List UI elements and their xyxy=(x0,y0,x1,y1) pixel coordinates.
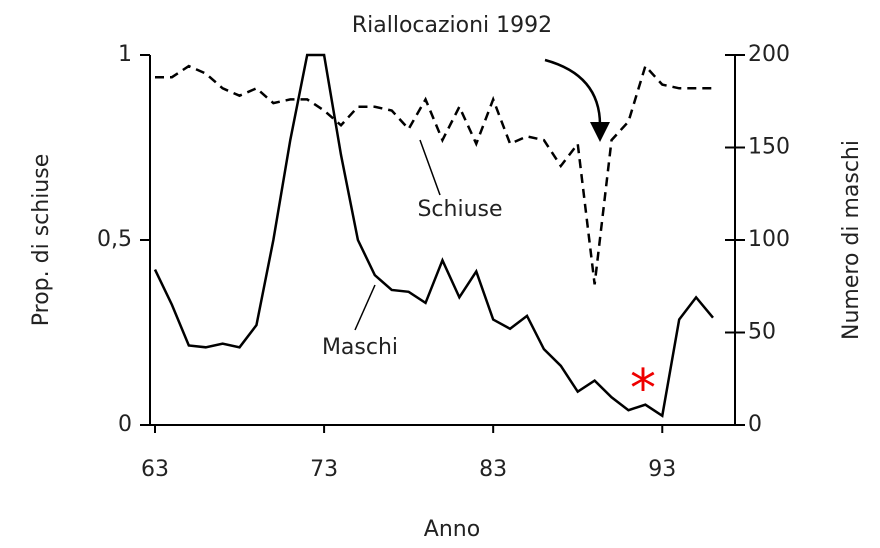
y-axis-label: Prop. di schiuse xyxy=(29,154,54,326)
leader xyxy=(419,139,441,196)
y2-tick-label: 200 xyxy=(748,42,790,67)
series-line xyxy=(155,63,713,285)
annotation: Riallocazioni 1992 xyxy=(352,13,552,38)
series-line xyxy=(153,53,714,418)
arrow-head xyxy=(590,122,610,142)
arrow xyxy=(544,58,602,126)
y-tick-label: 0 xyxy=(118,412,132,437)
y2-axis-label: Numero di maschi xyxy=(839,140,864,340)
y2-tick-label: 0 xyxy=(748,412,762,437)
x-tick-label: 83 xyxy=(479,457,507,482)
y2-tick-label: 150 xyxy=(748,135,790,160)
y2-tick-label: 50 xyxy=(748,320,776,345)
y2-tick-label: 100 xyxy=(748,227,790,252)
x-tick-label: 73 xyxy=(310,457,338,482)
x-tick-label: 93 xyxy=(648,457,676,482)
series-label: Schiuse xyxy=(417,197,502,222)
series-label: Maschi xyxy=(322,335,398,360)
x-tick-label: 63 xyxy=(141,457,169,482)
leader xyxy=(354,284,376,331)
y-tick-label: 0,5 xyxy=(97,227,132,252)
y-tick-label: 1 xyxy=(118,42,132,67)
x-axis-label: Anno xyxy=(424,517,480,542)
